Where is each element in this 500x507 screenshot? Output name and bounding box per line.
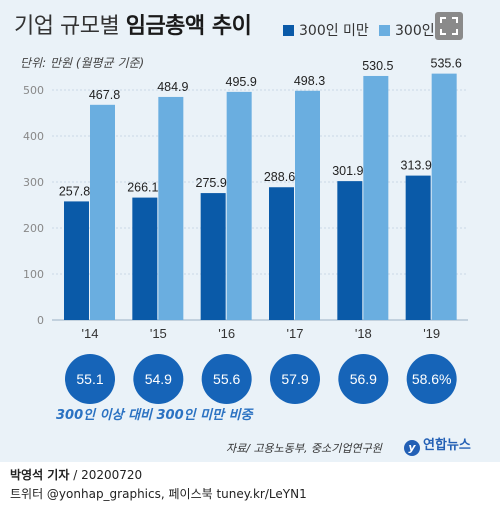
bar-over300 xyxy=(363,75,389,320)
data-label-over300: 467.8 xyxy=(89,88,120,102)
bar-under300 xyxy=(64,201,89,320)
bar-under300 xyxy=(200,193,226,320)
x-tick-label: '15 xyxy=(150,326,167,341)
bar-over300 xyxy=(90,104,115,320)
brand-name: 연합뉴스 xyxy=(423,438,471,453)
y-tick-label: 400 xyxy=(23,130,44,143)
ratio-value: 55.6 xyxy=(213,371,240,387)
chart-title: 기업 규모별 임금총액 추이 xyxy=(14,8,252,40)
ratio-circle xyxy=(201,354,252,404)
bar-under300 xyxy=(269,187,294,320)
bar-over300 xyxy=(158,96,184,320)
bar-over300 xyxy=(226,91,252,320)
y-tick-label: 0 xyxy=(37,314,44,327)
ratio-circle xyxy=(338,354,389,404)
data-label-under300: 257.8 xyxy=(59,184,90,198)
ratio-circle xyxy=(406,354,457,404)
data-label-under300: 301.9 xyxy=(332,164,363,178)
data-label-under300: 275.9 xyxy=(196,176,227,190)
social-links: 트위터 @yonhap_graphics, 페이스북 tuney.kr/LeYN… xyxy=(10,487,307,501)
title-bold: 임금총액 추이 xyxy=(125,14,252,39)
legend-item-large: 300인 이상 xyxy=(379,20,435,40)
ratio-circle xyxy=(65,354,115,404)
legend-swatch-large xyxy=(379,25,390,36)
x-tick-label: '17 xyxy=(287,326,304,341)
data-label-under300: 266.1 xyxy=(127,181,158,195)
x-tick-label: '19 xyxy=(423,326,440,341)
legend-label-large: 300인 이상 xyxy=(395,23,435,39)
source-text: 자료/ 고용노동부, 중소기업연구원 xyxy=(226,442,382,455)
data-label-over300: 535.6 xyxy=(431,57,462,71)
brand-mark-icon: y xyxy=(404,440,420,456)
bar-over300 xyxy=(431,73,457,321)
unit-label: 단위: 만원 (월평균 기준) xyxy=(20,56,145,70)
y-tick-label: 100 xyxy=(23,268,44,281)
brand-logo: y 연합뉴스 xyxy=(404,434,471,456)
data-label-under300: 313.9 xyxy=(401,159,432,173)
bar-chart: 0 100 200 300 400 500 257.8 467.8 '14 55.1 266.1 48… xyxy=(23,57,468,404)
x-tick-label: '16 xyxy=(218,326,235,341)
legend-label-small: 300인 미만 xyxy=(299,23,369,39)
reporter-name: 박영석 기자 xyxy=(10,468,70,482)
data-label-over300: 495.9 xyxy=(226,75,257,89)
ratio-circle xyxy=(270,354,320,404)
ratio-value: 58.6% xyxy=(412,371,452,387)
bar-under300 xyxy=(132,197,158,320)
expand-icon[interactable] xyxy=(435,12,463,40)
x-tick-label: '14 xyxy=(82,326,99,341)
data-label-over300: 484.9 xyxy=(157,80,188,94)
data-label-over300: 498.3 xyxy=(294,74,325,88)
ratio-value: 57.9 xyxy=(281,371,308,387)
ratio-value: 54.9 xyxy=(145,371,172,387)
ratio-note: 300인 이상 대비 300인 미만 비중 xyxy=(56,408,253,423)
data-label-over300: 530.5 xyxy=(362,59,393,73)
bar-under300 xyxy=(337,181,363,320)
publish-date: 20200720 xyxy=(81,468,143,482)
ratio-circle xyxy=(133,354,184,404)
bar-over300 xyxy=(295,90,320,320)
data-label-under300: 288.6 xyxy=(264,170,295,184)
title-light: 기업 규모별 xyxy=(14,14,120,39)
bar-under300 xyxy=(405,175,431,320)
legend-item-small: 300인 미만 xyxy=(283,20,369,40)
x-tick-label: '18 xyxy=(355,326,372,341)
chart-card: 0 100 200 300 400 500 257.8 467.8 '14 55.1 266.1 48… xyxy=(0,0,500,462)
y-tick-label: 200 xyxy=(23,222,44,235)
legend-swatch-small xyxy=(283,25,294,36)
byline: 박영석 기자 / 20200720 xyxy=(10,468,143,482)
y-tick-label: 300 xyxy=(23,176,44,189)
ratio-value: 56.9 xyxy=(350,371,377,387)
y-tick-label: 500 xyxy=(23,84,44,97)
ratio-value: 55.1 xyxy=(76,371,103,387)
